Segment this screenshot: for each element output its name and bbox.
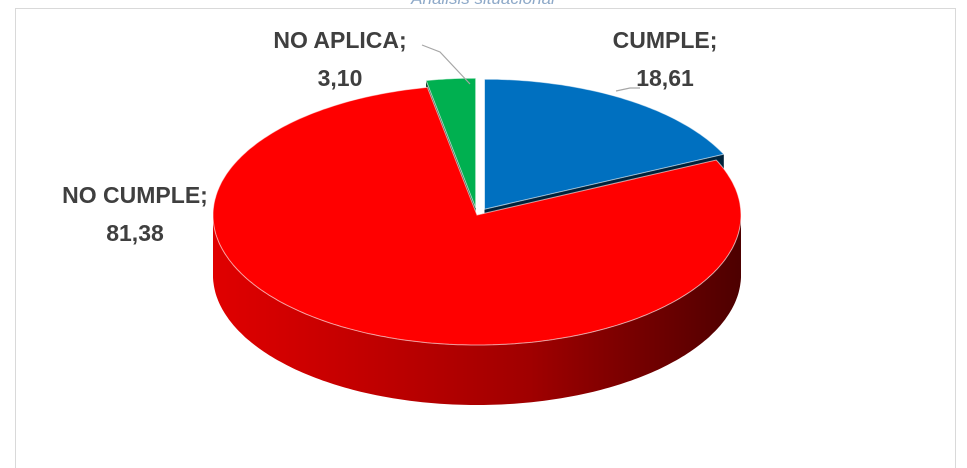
value-label: 18,61 (636, 65, 694, 91)
chart-title: Análisis situacional (410, 0, 556, 8)
chart-frame (15, 8, 956, 468)
slice (425, 77, 477, 209)
value-label: 3,10 (318, 65, 363, 91)
slice-label: CUMPLE; (613, 27, 718, 53)
slice-label: NO APLICA; (273, 27, 406, 53)
leader-line (421, 44, 471, 85)
labels: CUMPLE; 18,61 NO CUMPLE; 81,38 NO APLICA; 3,1… (62, 27, 717, 246)
slice (484, 78, 725, 210)
slice-label: NO CUMPLE; (62, 182, 208, 208)
leader-line (615, 87, 640, 92)
value-label: 81,38 (106, 220, 164, 246)
slice-side (213, 215, 741, 405)
slice (212, 86, 742, 346)
pie (212, 77, 742, 405)
